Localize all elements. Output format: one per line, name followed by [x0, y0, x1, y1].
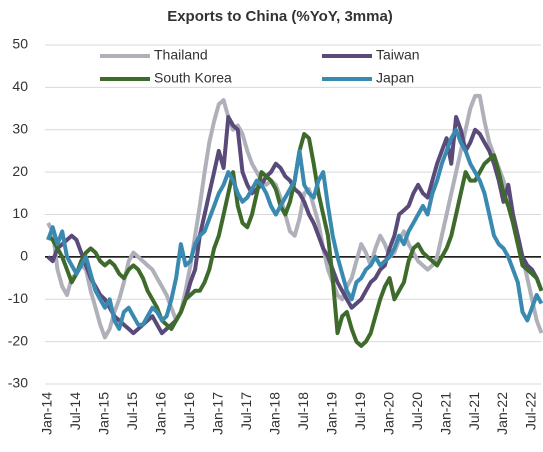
x-tick-label: Jul-20	[409, 392, 425, 430]
y-tick-label: -10	[8, 290, 28, 306]
legend-label: Taiwan	[376, 47, 420, 63]
x-tick-label: Jul-14	[67, 392, 83, 430]
y-tick-label: 20	[12, 163, 28, 179]
y-tick-label: -20	[8, 332, 28, 348]
x-tick-label: Jul-21	[466, 392, 482, 430]
chart-title: Exports to China (%YoY, 3mma)	[167, 8, 393, 25]
x-tick-label: Jul-17	[238, 392, 254, 430]
x-tick-label: Jul-18	[295, 392, 311, 430]
x-tick-label: Jul-15	[124, 392, 140, 430]
x-tick-label: Jul-19	[352, 392, 368, 430]
x-tick-label: Jul-16	[181, 392, 197, 430]
x-tick-label: Jan-14	[39, 392, 55, 435]
x-tick-label: Jul-22	[523, 392, 539, 430]
series-line	[46, 93, 543, 340]
x-tick-label: Jan-18	[266, 392, 282, 435]
legend-label: Japan	[376, 70, 414, 86]
y-tick-label: 50	[12, 36, 28, 52]
x-tick-label: Jan-21	[437, 392, 453, 435]
x-tick-label: Jan-17	[210, 392, 226, 435]
x-tick-label: Jan-20	[380, 392, 396, 435]
y-tick-label: 40	[12, 78, 28, 94]
y-tick-label: 30	[12, 120, 28, 136]
x-tick-label: Jan-19	[323, 392, 339, 435]
x-tick-label: Jan-16	[153, 392, 169, 435]
series-line	[46, 127, 543, 331]
legend-label: Thailand	[154, 47, 208, 63]
series-line	[46, 115, 543, 336]
y-tick-label: 10	[12, 205, 28, 221]
x-tick-label: Jan-22	[494, 392, 510, 435]
legend-label: South Korea	[154, 70, 232, 86]
y-tick-label: 0	[20, 248, 28, 264]
x-tick-label: Jan-15	[96, 392, 112, 435]
y-tick-label: -30	[8, 375, 28, 391]
